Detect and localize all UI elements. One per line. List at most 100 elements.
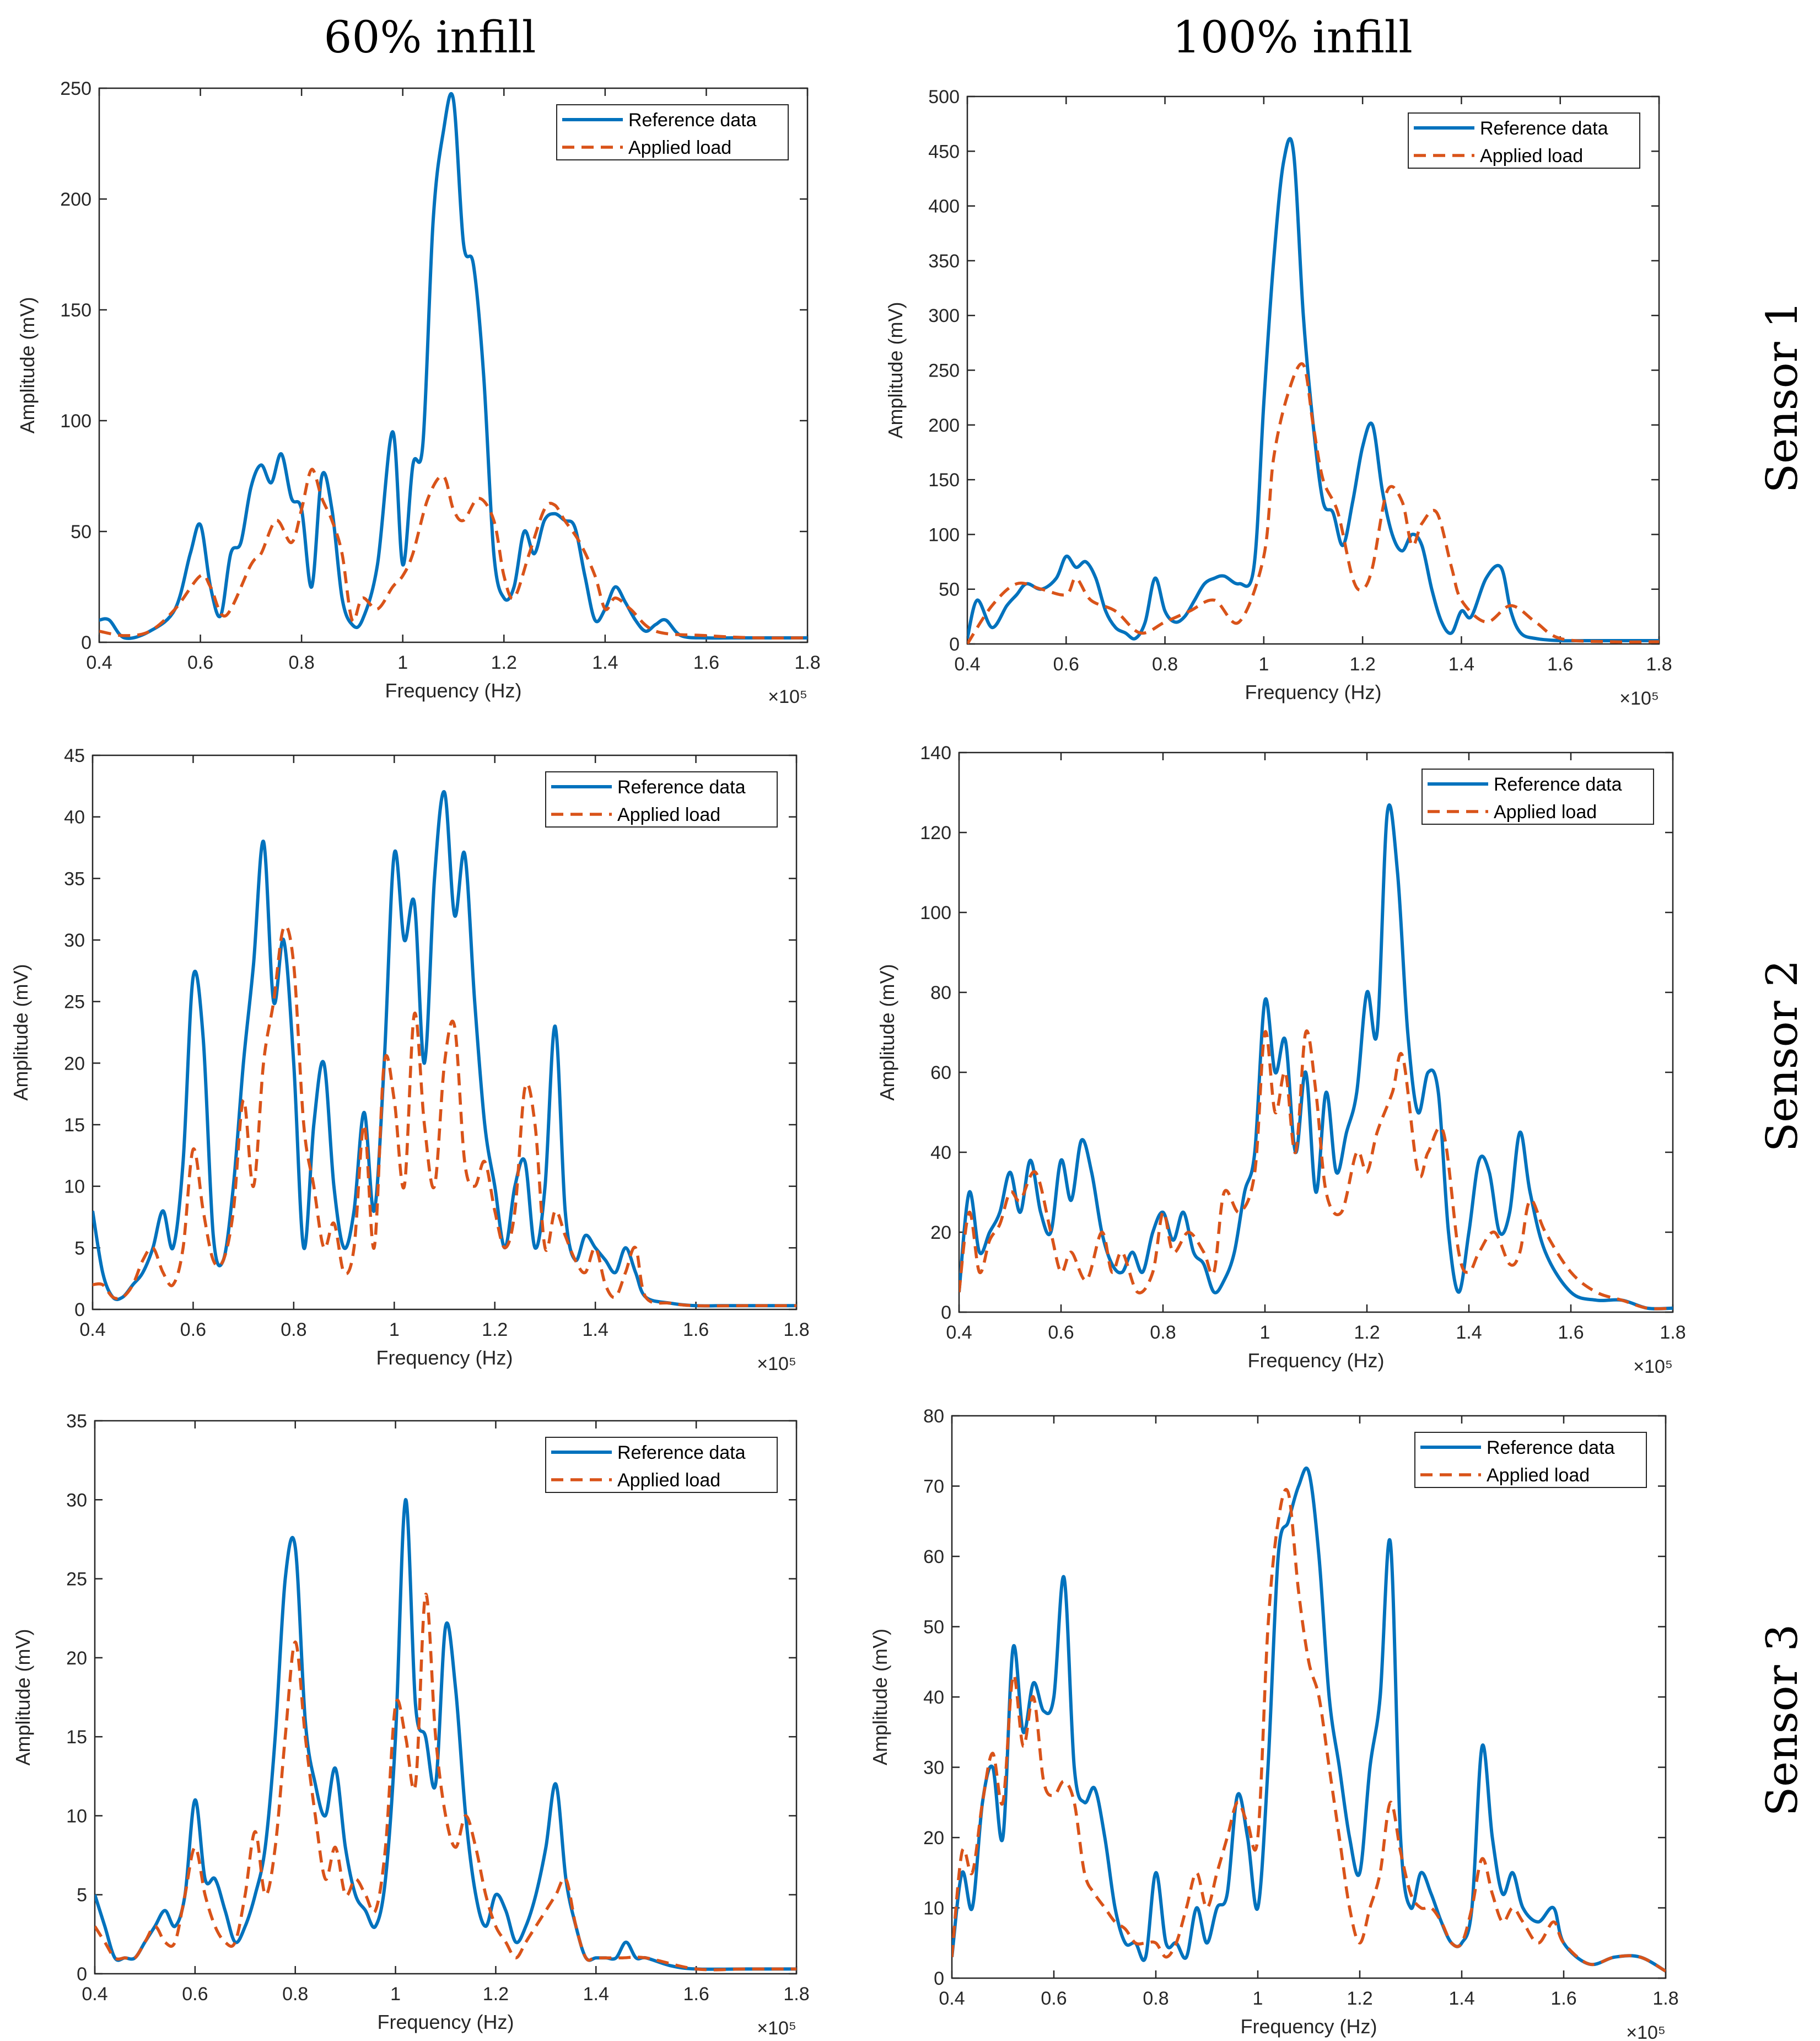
y-tick-label: 400 xyxy=(928,196,960,217)
series-line-applied xyxy=(952,1487,1666,1973)
y-tick-label: 100 xyxy=(928,524,960,545)
column-title-100: 100% infill xyxy=(1172,12,1413,63)
y-tick-label: 0 xyxy=(949,634,960,655)
y-tick-label: 250 xyxy=(60,78,91,99)
x-tick-label: 1.8 xyxy=(1660,1322,1686,1343)
x-exponent-label: ×10⁵ xyxy=(757,1353,796,1374)
legend: Reference data Applied load xyxy=(545,1437,778,1493)
legend-label-applied: Applied load xyxy=(628,137,731,158)
x-tick-label: 1.6 xyxy=(1558,1322,1584,1343)
x-tick-label: 0.8 xyxy=(1143,1988,1169,2009)
y-tick-label: 0 xyxy=(934,1968,944,1989)
y-tick-label: 20 xyxy=(66,1648,87,1669)
x-axis-label: Frequency (Hz) xyxy=(376,1346,513,1369)
series-group xyxy=(959,803,1673,1310)
x-tick-label: 0.8 xyxy=(1150,1322,1176,1343)
chart-sensor2-60: 0.4 0.6 0.8 1 1.2 1.4 1.6 1.8 0 5 10 15 20 25 30 35 40 45… xyxy=(9,745,810,1374)
y-tick-label: 25 xyxy=(64,992,85,1013)
x-tick-label: 0.4 xyxy=(86,652,112,673)
series-group xyxy=(952,1466,1666,1973)
x-tick-label: 0.8 xyxy=(289,652,315,673)
chart-panels: 0.4 0.6 0.8 1 1.2 1.4 1.6 1.8050100150200250Fre… xyxy=(9,78,1686,2041)
legend: Reference data Applied load xyxy=(1408,112,1640,169)
series-line-reference xyxy=(967,137,1659,643)
y-tick-label: 40 xyxy=(930,1142,951,1163)
x-tick-label: 0.4 xyxy=(79,1319,105,1340)
x-tick-label: 0.8 xyxy=(1152,654,1178,675)
x-tick-label: 1.2 xyxy=(482,1319,508,1340)
y-tick-label: 250 xyxy=(928,361,960,382)
x-tick-label: 0.6 xyxy=(1048,1322,1074,1343)
plot-area xyxy=(91,754,798,1310)
x-tick-label: 1.8 xyxy=(783,1319,809,1340)
chart-sensor1-60: 0.4 0.6 0.8 1 1.2 1.4 1.6 1.8 0 50 100 150 200 250 Fre… xyxy=(16,78,821,707)
y-tick-label: 5 xyxy=(74,1238,85,1259)
legend-label-reference: Reference data xyxy=(617,777,746,798)
legend-label-applied: Applied load xyxy=(1487,1465,1590,1486)
y-tick-label: 80 xyxy=(923,1406,944,1427)
x-tick-label: 1.6 xyxy=(1550,1988,1576,2009)
y-tick-label: 150 xyxy=(928,470,960,491)
y-tick-label: 25 xyxy=(66,1569,87,1590)
x-tick-label: 0.6 xyxy=(187,652,213,673)
series-group xyxy=(93,790,796,1308)
x-tick-label: 0.4 xyxy=(939,1988,965,2009)
y-tick-label: 60 xyxy=(923,1546,944,1567)
y-axis-label: Amplitude (mV) xyxy=(884,302,907,438)
x-tick-label: 1 xyxy=(1258,654,1269,675)
y-tick-label: 10 xyxy=(64,1177,85,1197)
y-tick-label: 10 xyxy=(923,1898,944,1919)
y-tick-label: 0 xyxy=(81,632,91,653)
legend-label-reference: Reference data xyxy=(1487,1437,1615,1458)
y-tick-label: 30 xyxy=(923,1758,944,1779)
legend: Reference data Applied load xyxy=(1421,769,1654,825)
y-tick-label: 35 xyxy=(64,868,85,889)
y-tick-label: 140 xyxy=(920,743,951,764)
y-tick-label: 0 xyxy=(77,1964,87,1985)
x-tick-label: 1.2 xyxy=(483,1984,509,2005)
series-group xyxy=(95,1498,796,1972)
plot-area xyxy=(958,751,1674,1313)
legend-label-reference: Reference data xyxy=(617,1442,746,1463)
x-tick-label: 0.6 xyxy=(182,1984,208,2005)
y-tick-label: 20 xyxy=(930,1222,951,1243)
x-exponent-label: ×10⁵ xyxy=(768,686,807,707)
y-tick-label: 15 xyxy=(64,1115,85,1136)
y-tick-label: 0 xyxy=(941,1302,951,1323)
x-tick-label: 1.4 xyxy=(1449,654,1474,675)
y-tick-label: 35 xyxy=(66,1411,87,1432)
y-tick-label: 5 xyxy=(77,1885,87,1906)
legend-box xyxy=(545,1437,778,1493)
y-tick-label: 60 xyxy=(930,1062,951,1083)
y-tick-label: 70 xyxy=(923,1476,944,1497)
y-tick-label: 15 xyxy=(66,1727,87,1748)
chart-sensor3-60: 0.4 0.6 0.8 1 1.2 1.4 1.6 1.8 0 5 10 15 20 25 30 35 Freq… xyxy=(12,1411,810,2039)
plot-area xyxy=(951,1415,1667,1979)
legend-box xyxy=(1414,1432,1647,1488)
series-line-reference xyxy=(93,790,796,1308)
column-title-60: 60% infill xyxy=(324,12,536,63)
x-tick-label: 1.6 xyxy=(683,1319,709,1340)
x-tick-label: 1.8 xyxy=(1652,1988,1678,2009)
x-tick-label: 0.8 xyxy=(281,1319,306,1340)
y-tick-label: 40 xyxy=(923,1687,944,1708)
y-tick-label: 200 xyxy=(60,189,91,210)
series-line-applied xyxy=(95,1593,796,1972)
y-axis-label: Amplitude (mV) xyxy=(869,1629,891,1765)
x-axis-label: Frequency (Hz) xyxy=(1245,681,1381,703)
row-title-sensor-2: Sensor 2 xyxy=(1758,960,1807,1152)
legend-label-applied: Applied load xyxy=(1480,146,1583,166)
x-tick-label: 1.2 xyxy=(1350,654,1376,675)
y-tick-label: 40 xyxy=(64,807,85,828)
legend-label-reference: Reference data xyxy=(628,110,757,131)
legend-label-reference: Reference data xyxy=(1494,774,1622,795)
y-tick-label: 350 xyxy=(928,251,960,272)
y-tick-label: 10 xyxy=(66,1806,87,1827)
x-exponent-label: ×10⁵ xyxy=(1633,1356,1673,1377)
y-tick-label: 50 xyxy=(923,1617,944,1638)
x-tick-label: 1.6 xyxy=(683,1984,709,2005)
series-line-applied xyxy=(99,468,807,640)
chart-sensor2-100: 0.4 0.6 0.8 1 1.2 1.4 1.6 1.8 0 20 40 60 80 100 120 140… xyxy=(876,743,1686,1377)
x-tick-label: 0.6 xyxy=(1041,1988,1067,2009)
legend-box xyxy=(1408,112,1640,169)
